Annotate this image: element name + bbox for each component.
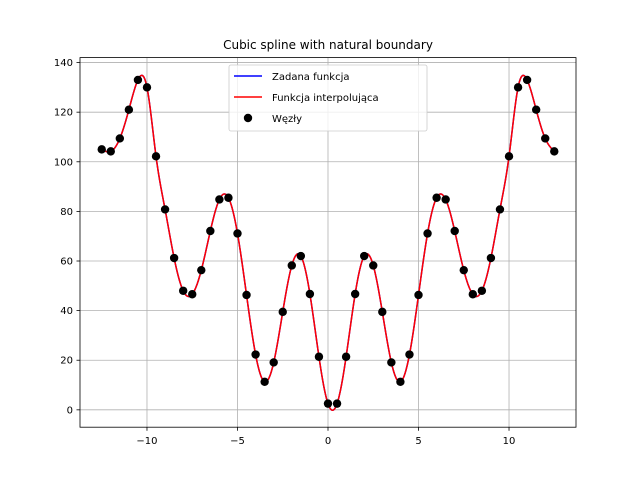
node-point: [432, 193, 441, 202]
node-point: [296, 251, 306, 261]
x-axis: −10 −5 0 5 10: [136, 427, 515, 447]
node-point: [197, 265, 206, 275]
node-point: [206, 226, 215, 236]
node-point: [142, 83, 152, 92]
x-tick-label: 0: [325, 436, 331, 447]
node-point: [387, 358, 396, 367]
chart-title: Cubic spline with natural boundary: [223, 38, 433, 52]
plot-area: [97, 74, 559, 411]
node-point: [486, 253, 496, 263]
node-point: [468, 290, 478, 299]
y-tick-label: 140: [54, 58, 73, 69]
node-point: [233, 229, 242, 238]
node-point: [350, 289, 360, 299]
y-tick-label: 80: [60, 207, 73, 218]
node-point: [450, 226, 459, 236]
node-point: [215, 195, 224, 204]
node-point: [97, 145, 106, 154]
legend-box: [228, 64, 428, 132]
node-point: [360, 251, 369, 261]
y-tick-label: 0: [67, 405, 73, 416]
legend-swatch-wezly: [243, 113, 253, 123]
x-tick-label: 10: [503, 436, 516, 447]
y-tick-label: 100: [54, 157, 73, 168]
node-point: [414, 290, 423, 300]
y-tick-label: 120: [54, 108, 73, 119]
legend-label: Węzły: [272, 114, 302, 125]
node-point: [550, 147, 559, 156]
node-point: [513, 83, 523, 92]
legend-label: Funkcja interpolująca: [272, 93, 379, 104]
node-point: [441, 195, 450, 204]
y-tick-label: 40: [60, 306, 73, 317]
node-point: [287, 261, 296, 270]
node-point: [251, 350, 260, 359]
node-point: [369, 261, 378, 270]
node-point: [541, 134, 550, 143]
x-tick-label: 5: [415, 436, 421, 447]
legend: Zadana funkcja Funkcja interpolująca Węzły: [228, 64, 428, 132]
node-point: [459, 265, 468, 275]
node-point: [133, 75, 143, 85]
node-point: [169, 253, 179, 263]
legend-label: Zadana funkcja: [272, 72, 350, 83]
x-tick-label: −5: [230, 436, 245, 447]
node-point: [260, 377, 269, 387]
node-point: [396, 377, 405, 387]
node-point: [115, 134, 125, 143]
node-point: [423, 229, 432, 238]
node-point: [242, 290, 251, 300]
y-tick-label: 60: [60, 257, 73, 268]
node-point: [151, 152, 161, 161]
y-axis: 0 20 40 60 80 100 120 140: [54, 58, 80, 416]
node-point: [504, 152, 514, 161]
node-point: [106, 147, 115, 156]
node-point: [332, 399, 342, 408]
node-point: [314, 352, 324, 361]
node-point: [495, 205, 505, 214]
y-tick-label: 20: [60, 356, 73, 367]
node-point: [269, 358, 278, 367]
node-point: [160, 205, 170, 214]
node-point: [477, 286, 487, 295]
node-point: [341, 352, 351, 361]
node-point: [305, 289, 315, 299]
node-point: [531, 105, 541, 114]
node-point: [522, 75, 532, 85]
node-point: [178, 286, 188, 295]
node-point: [405, 350, 414, 359]
node-point: [323, 399, 333, 408]
node-point: [188, 290, 197, 299]
node-point: [224, 193, 233, 202]
node-point: [378, 307, 387, 317]
node-point: [278, 307, 287, 317]
node-point: [124, 105, 134, 114]
x-tick-label: −10: [136, 436, 157, 447]
